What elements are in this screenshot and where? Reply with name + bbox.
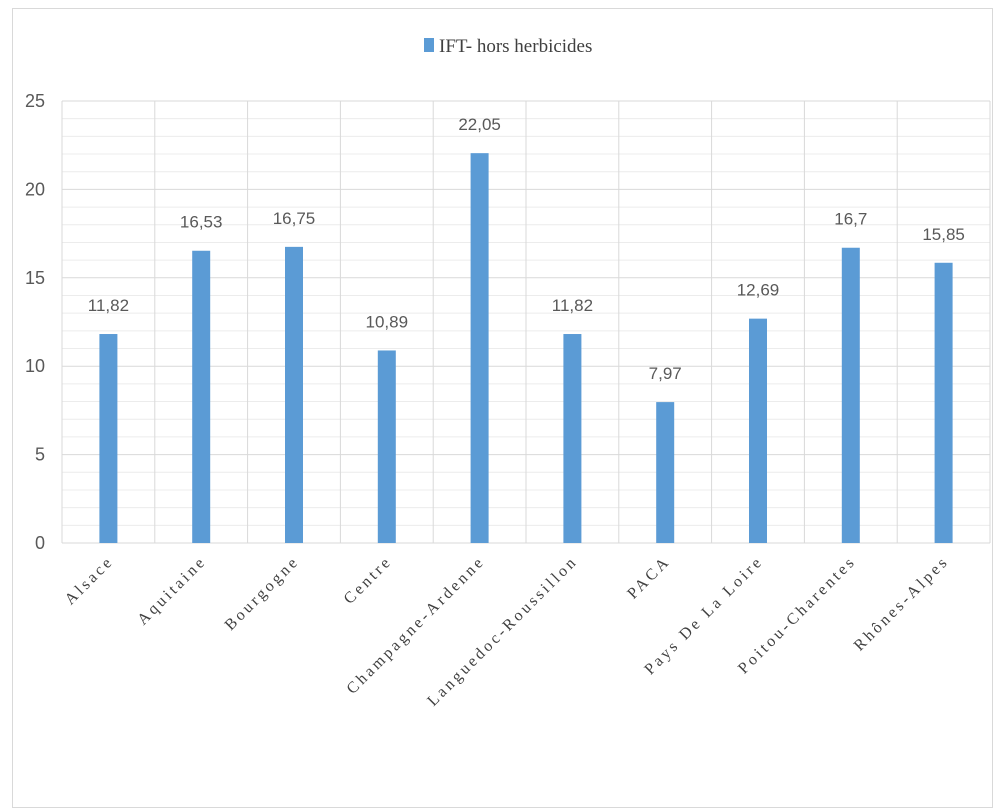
data-label: 11,82 — [552, 296, 593, 315]
y-tick-label: 25 — [25, 91, 45, 111]
bar-champagne-ardenne — [470, 153, 489, 543]
x-category-label: Centre — [341, 553, 396, 608]
legend-entry: IFT- hors herbicides — [439, 36, 592, 57]
bar-bourgogne — [285, 246, 303, 544]
y-tick-label: 15 — [25, 268, 45, 288]
vertical-grid — [61, 101, 991, 543]
y-axis-ticks: 0 5 10 15 20 25 — [25, 91, 45, 553]
x-category-label: Languedoc-Roussillon — [424, 553, 581, 710]
bar-rh-nes-alpes — [934, 262, 953, 543]
y-tick-label: 10 — [25, 356, 45, 376]
x-category-label: Bourgogne — [222, 553, 303, 634]
bar-alsace — [99, 334, 118, 543]
x-category-label: Rhônes-Alpes — [851, 553, 953, 655]
bar-centre — [377, 350, 396, 543]
bars — [99, 153, 953, 544]
data-label: 16,53 — [180, 213, 223, 232]
data-label: 15,85 — [922, 225, 965, 244]
data-labels: 11,82 16,53 16,75 10,89 22,05 11,82 7,97 12,69 1… — [88, 115, 965, 383]
data-label: 7,97 — [649, 364, 682, 383]
x-axis-categories: Alsace Aquitaine Bourgogne CentreChampagne-… — [62, 553, 953, 710]
legend: IFT- hors herbicides — [424, 36, 592, 57]
bar-paca — [656, 402, 675, 543]
bar-poitou-charentes — [841, 247, 860, 543]
y-tick-label: 20 — [25, 179, 45, 199]
data-label: 16,7 — [834, 210, 867, 229]
y-tick-label: 5 — [35, 445, 45, 465]
bar-aquitaine — [192, 250, 211, 543]
data-label: 22,05 — [458, 115, 501, 134]
y-tick-label: 0 — [35, 533, 45, 553]
chart-frame — [12, 8, 993, 808]
data-label: 11,82 — [88, 296, 129, 315]
bar-pays-de-la-loire — [749, 318, 767, 543]
x-category-label: Aquitaine — [134, 553, 210, 629]
bar-languedoc-roussillon — [563, 334, 582, 543]
data-label: 12,69 — [737, 281, 780, 300]
legend-swatch — [424, 38, 434, 52]
data-label: 10,89 — [366, 312, 409, 331]
x-category-label: PACA — [624, 553, 674, 603]
data-label: 16,75 — [273, 209, 316, 228]
x-category-label: Alsace — [62, 553, 118, 609]
